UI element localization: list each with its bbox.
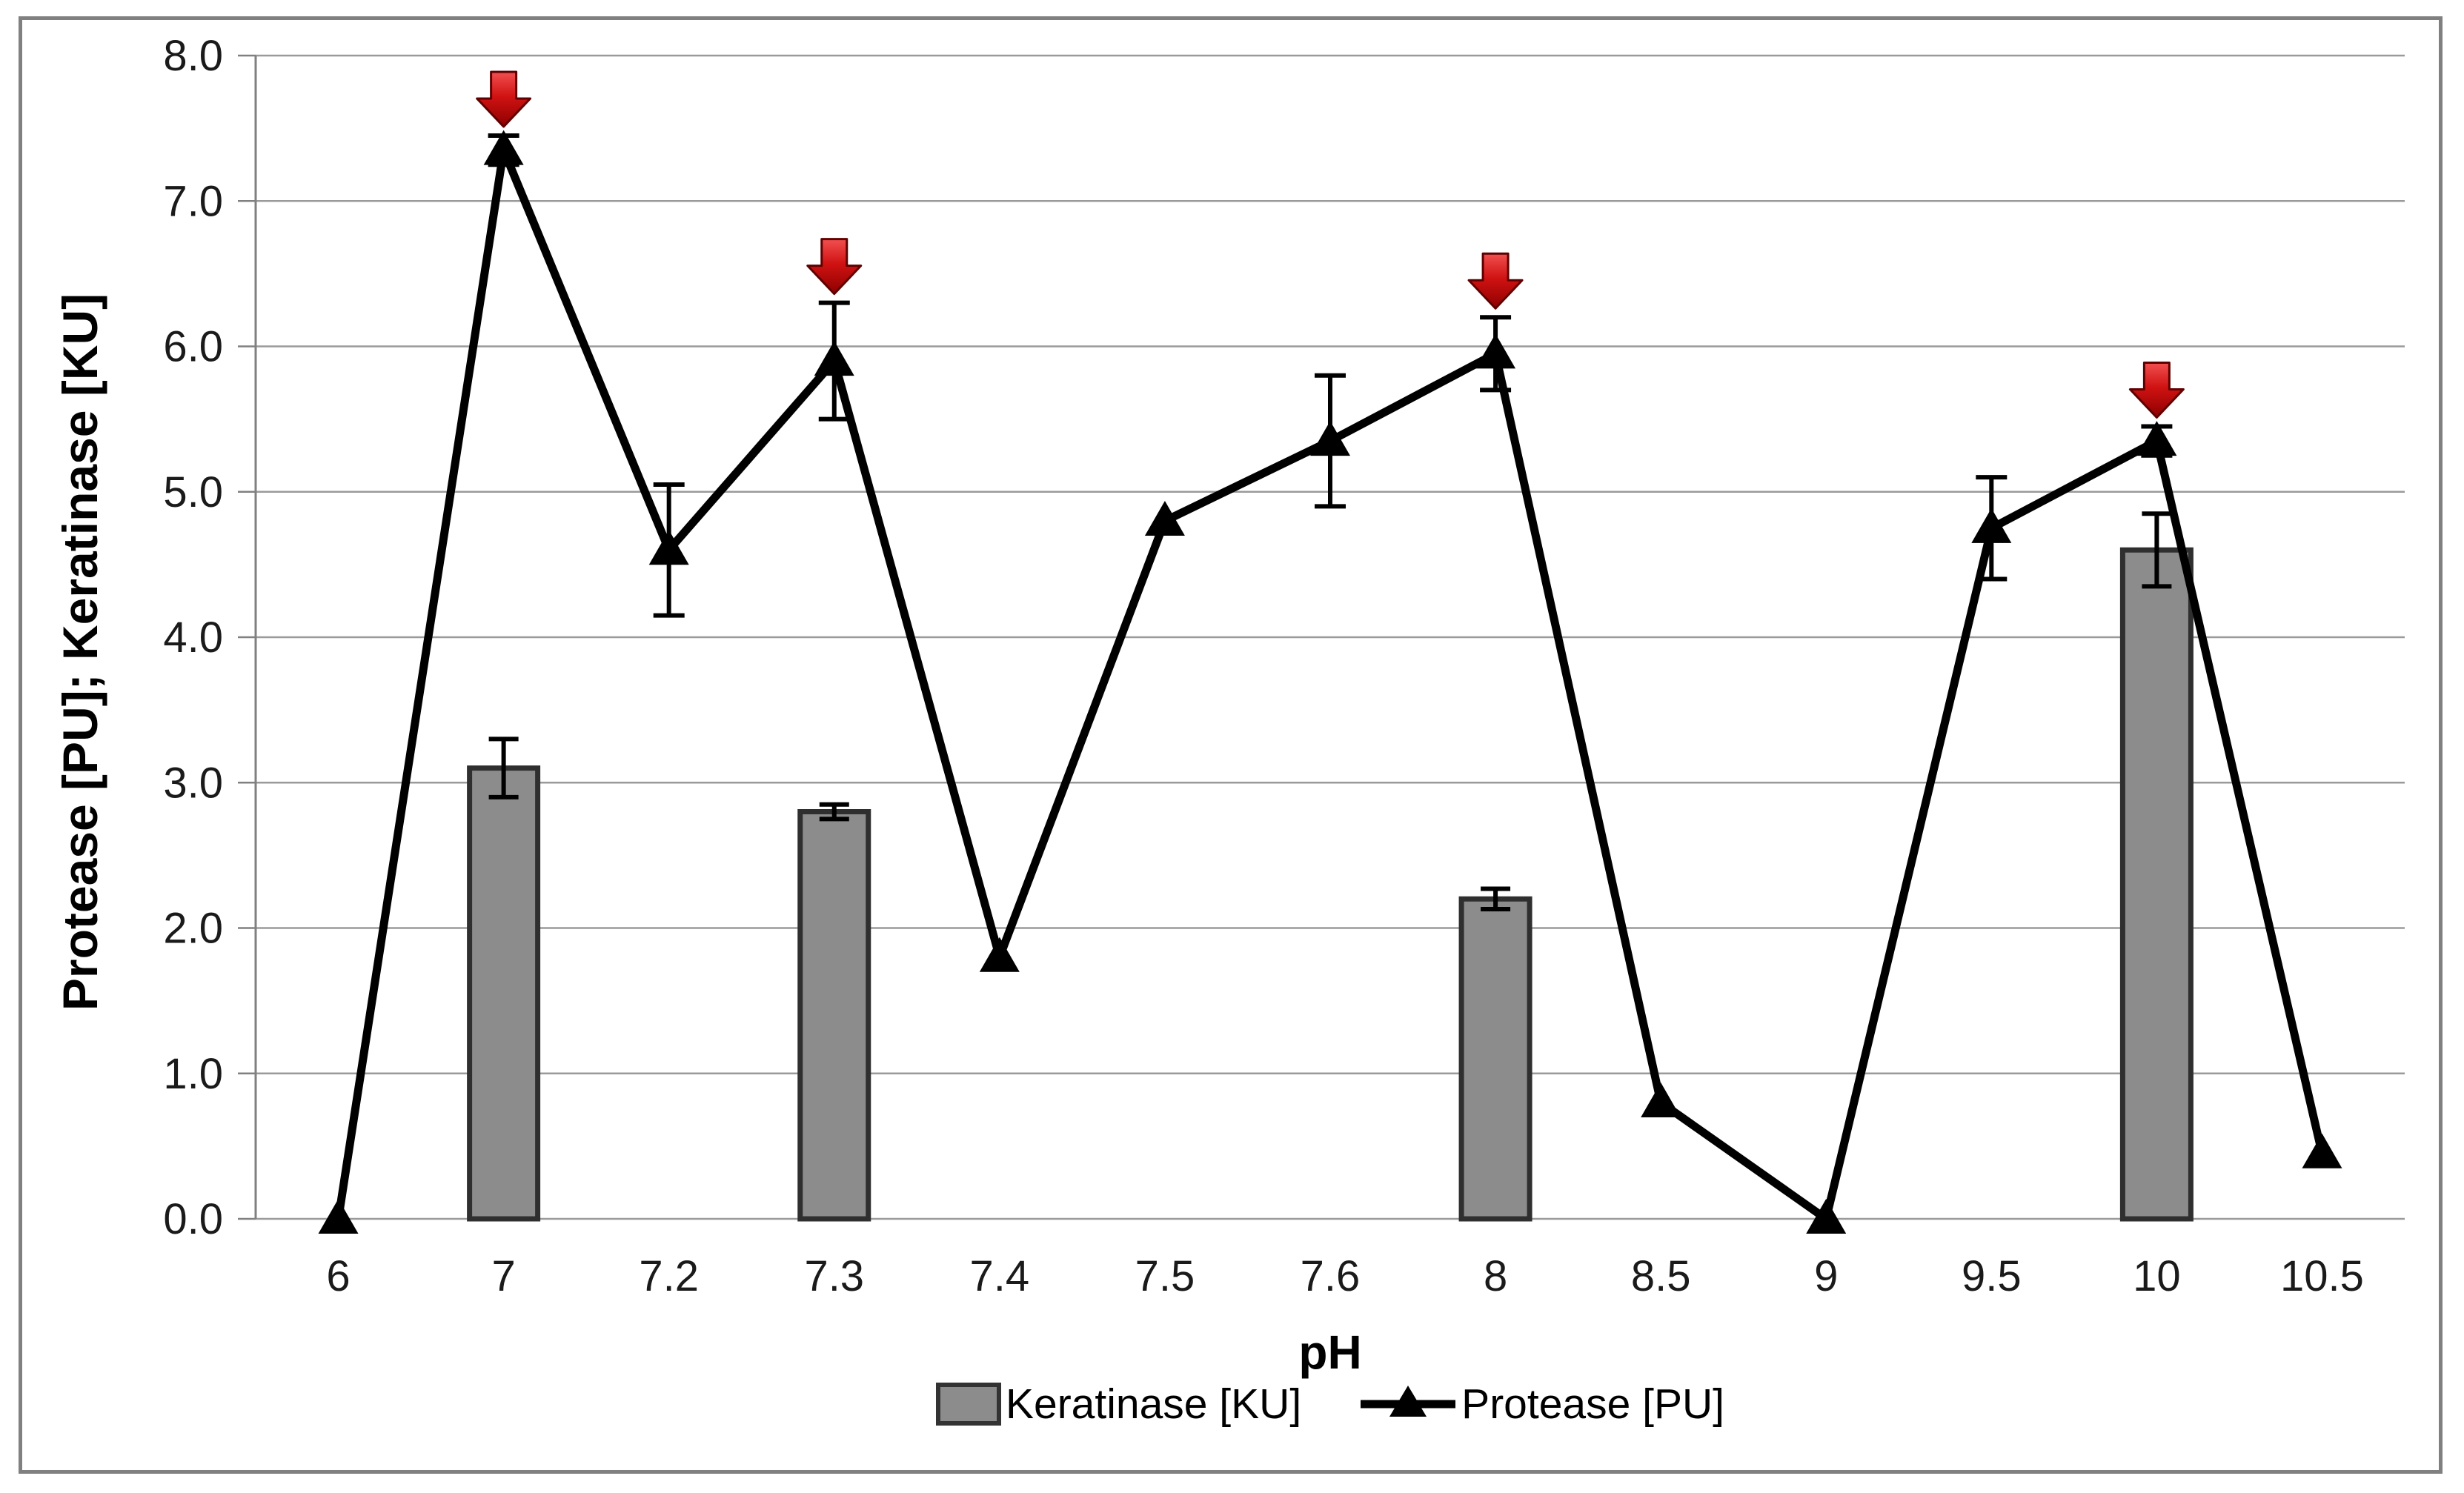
legend-item-protease: Protease [PU] [1359, 1380, 1724, 1429]
svg-text:9: 9 [1814, 1252, 1838, 1300]
keratinase-bars [467, 547, 2194, 1222]
svg-text:6: 6 [326, 1252, 350, 1300]
down-arrow-icon [2128, 361, 2185, 419]
svg-text:7.0: 7.0 [163, 177, 223, 225]
svg-text:4.0: 4.0 [163, 614, 223, 662]
legend-item-keratinase: Keratinase [KU] [935, 1380, 1302, 1429]
legend-label-keratinase: Keratinase [KU] [1005, 1380, 1302, 1428]
bar-swatch-icon [935, 1383, 1001, 1426]
down-arrow-icon [1467, 252, 1524, 310]
svg-text:7.5: 7.5 [1135, 1252, 1195, 1300]
svg-text:9.5: 9.5 [1962, 1252, 2022, 1300]
svg-text:1.0: 1.0 [163, 1050, 223, 1098]
svg-text:2.0: 2.0 [163, 905, 223, 953]
svg-text:7.4: 7.4 [970, 1252, 1030, 1300]
protease-line [334, 146, 2326, 1223]
bar-error-bars [488, 511, 2172, 911]
line-error-bars [488, 133, 2173, 618]
svg-text:0.0: 0.0 [163, 1195, 223, 1243]
svg-text:7.6: 7.6 [1301, 1252, 1361, 1300]
y-axis-title: Protease [PU]; Keratinase [KU] [53, 293, 107, 1011]
svg-text:7: 7 [491, 1252, 515, 1300]
svg-text:10.5: 10.5 [2280, 1252, 2364, 1300]
y-tick-labels: 0.0 1.0 2.0 3.0 4.0 5.0 6.0 7.0 8.0 [163, 32, 223, 1243]
x-tick-labels: 6 7 7.2 7.3 7.4 7.5 7.6 8 8.5 9 9.5 10 10.5 [326, 1252, 2364, 1300]
line-markers [318, 130, 2342, 1234]
svg-text:8: 8 [1484, 1252, 1507, 1300]
svg-text:6.0: 6.0 [163, 323, 223, 371]
line-marker-icon [1361, 1386, 1456, 1417]
svg-text:10: 10 [2133, 1252, 2181, 1300]
gridlines [238, 54, 2405, 1220]
svg-text:7.3: 7.3 [804, 1252, 864, 1300]
down-arrow-icon [476, 70, 532, 128]
legend-label-protease: Protease [PU] [1461, 1380, 1725, 1428]
x-axis-title: pH [1298, 1326, 1362, 1379]
svg-text:8.0: 8.0 [163, 32, 223, 80]
optimum-arrow-icons [476, 70, 2185, 419]
svg-text:7.2: 7.2 [639, 1252, 699, 1300]
svg-text:8.5: 8.5 [1631, 1252, 1691, 1300]
chart-frame [19, 16, 2443, 1474]
down-arrow-icon [806, 238, 863, 296]
legend: Keratinase [KU] Protease [PU] [256, 1380, 2405, 1429]
svg-text:3.0: 3.0 [163, 759, 223, 807]
svg-text:5.0: 5.0 [163, 468, 223, 516]
